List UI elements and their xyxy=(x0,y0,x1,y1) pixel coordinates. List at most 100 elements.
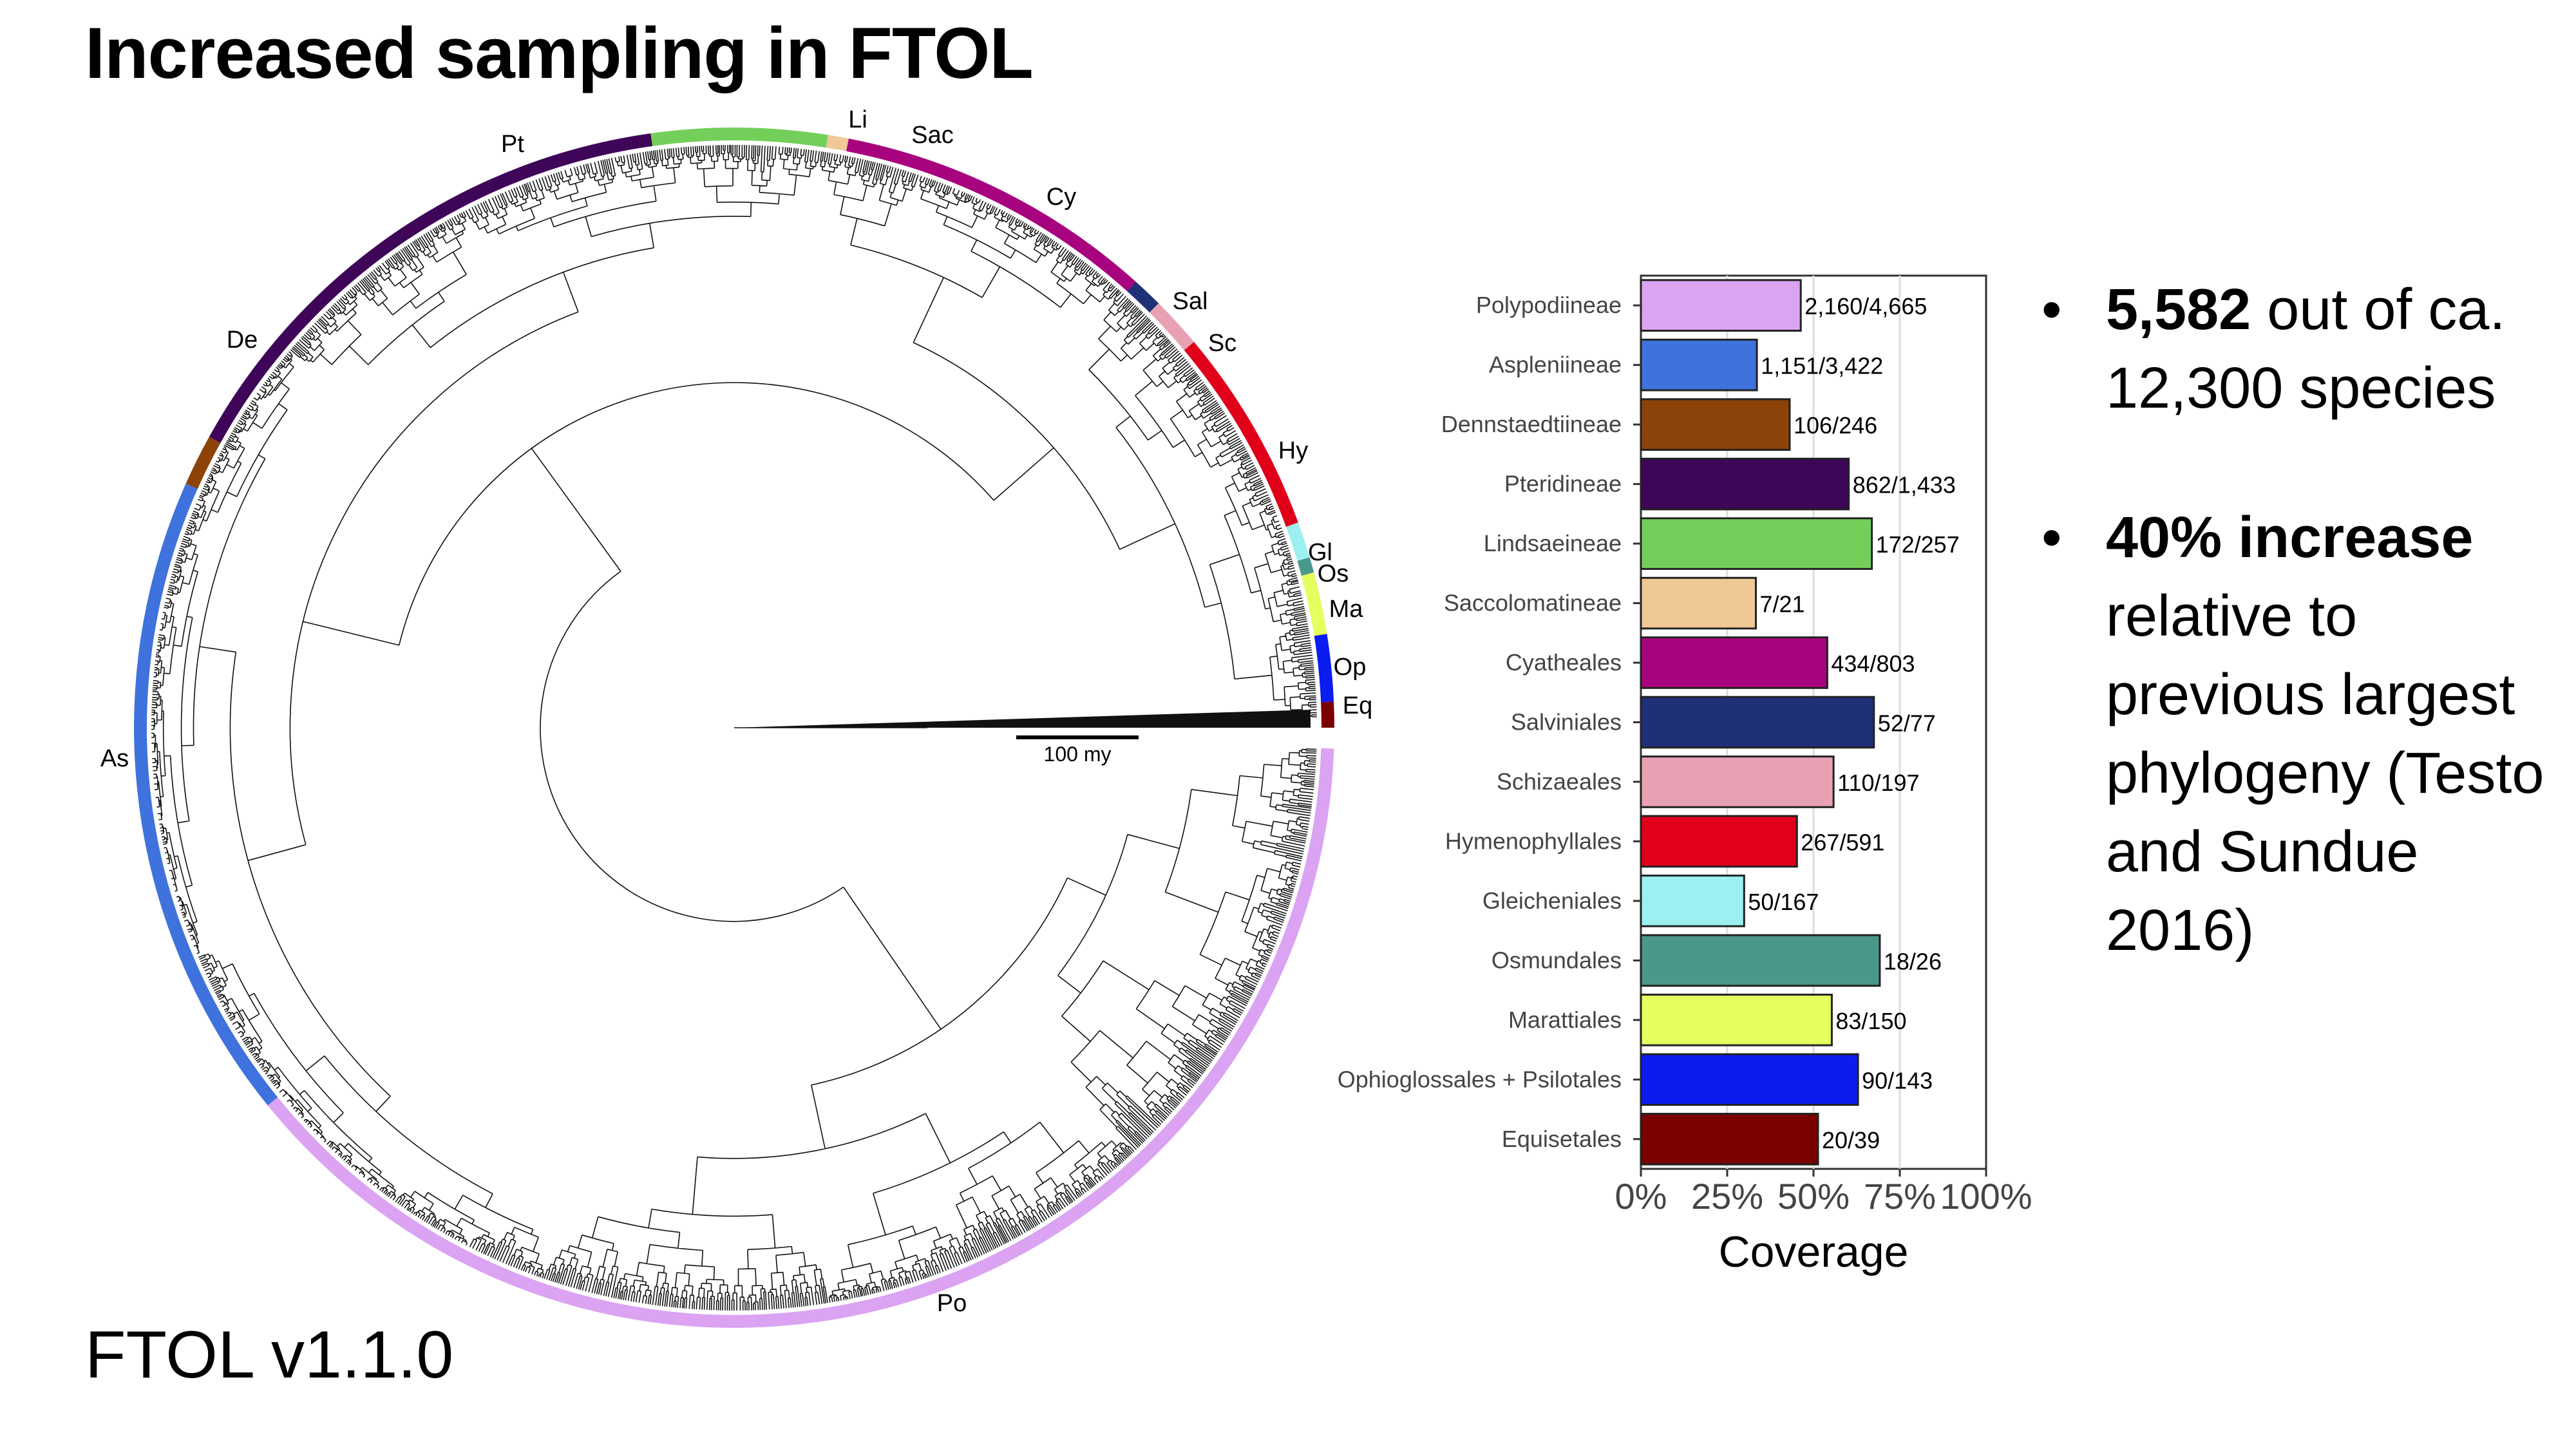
bar-value-label: 7/21 xyxy=(1760,591,1805,618)
category-label: Polypodiineae xyxy=(1476,292,1622,318)
category-label: Lindsaeineae xyxy=(1484,530,1622,556)
clade-ring-segment xyxy=(846,138,1136,292)
stem-bundle xyxy=(734,710,1311,728)
x-tick-label: 75% xyxy=(1864,1176,1936,1217)
bullet-marker: • xyxy=(2041,278,2062,342)
clade-label: Op xyxy=(1334,654,1367,681)
clade-label: Sc xyxy=(1208,330,1236,357)
clade-label: Os xyxy=(1318,560,1349,587)
bullet-increase: • 40% increase relative to previous larg… xyxy=(2041,498,2570,970)
bar-value-label: 110/197 xyxy=(1837,770,1919,796)
clade-label: Po xyxy=(937,1290,967,1317)
ftol-version: FTOL v1.1.0 xyxy=(85,1318,454,1392)
category-label: Salviniales xyxy=(1511,709,1622,735)
clade-ring-segment xyxy=(1149,303,1194,350)
clade-label: Cy xyxy=(1046,184,1076,211)
category-label: Saccolomatineae xyxy=(1444,590,1622,616)
category-label: Gleicheniales xyxy=(1482,887,1622,914)
x-tick-label: 25% xyxy=(1691,1176,1763,1217)
bar xyxy=(1640,934,1881,987)
category-label: Dennstaedtiineae xyxy=(1441,411,1622,437)
bullet-increase-bold: 40% increase xyxy=(2106,506,2474,570)
x-tick-label: 100% xyxy=(1940,1176,2032,1217)
bar xyxy=(1640,875,1745,927)
bar xyxy=(1640,1113,1819,1166)
bar xyxy=(1640,576,1757,630)
clade-ring-segment xyxy=(134,483,278,1106)
x-tick-label: 50% xyxy=(1777,1176,1850,1217)
bullet-marker: • xyxy=(2041,506,2062,570)
bar-value-label: 83/150 xyxy=(1835,1008,1906,1034)
bar-value-label: 106/246 xyxy=(1794,412,1877,439)
bar-value-label: 267/591 xyxy=(1801,829,1884,855)
bar xyxy=(1640,1053,1859,1106)
bar-value-label: 90/143 xyxy=(1862,1067,1933,1094)
clade-ring-segment xyxy=(267,748,1334,1328)
bar xyxy=(1640,398,1791,451)
bar xyxy=(1640,338,1758,392)
category-label: Schizaeales xyxy=(1497,768,1622,795)
clade-label: Sac xyxy=(911,122,953,149)
clade-label: Gl xyxy=(1308,539,1332,566)
bar-value-label: 18/26 xyxy=(1884,948,1942,974)
bar-value-label: 862/1,433 xyxy=(1853,472,1956,498)
bar xyxy=(1640,636,1828,689)
tree-branches xyxy=(151,144,1317,1311)
clade-label: De xyxy=(227,327,258,354)
bar-value-label: 1,151/3,422 xyxy=(1761,353,1883,379)
bar xyxy=(1640,517,1873,570)
clade-ring-segment xyxy=(209,133,653,443)
clade-ring-segment xyxy=(185,437,221,489)
clade-ring-segment xyxy=(1285,522,1310,561)
category-label: Hymenophyllales xyxy=(1445,828,1622,854)
clade-ring-segment xyxy=(1301,572,1327,636)
category-label: Equisetales xyxy=(1502,1126,1622,1152)
bullet-species-text: out of ca. 12,300 species xyxy=(2106,278,2506,421)
clade-ring-segment xyxy=(826,135,849,151)
clade-label: As xyxy=(100,745,129,772)
clade-label: Ma xyxy=(1329,596,1364,623)
bar xyxy=(1640,815,1798,868)
chart-bars: 2,160/4,665 1,151/3,422 106/246 862/1,433 17… xyxy=(1640,279,1960,1166)
clade-label: Sal xyxy=(1173,288,1208,315)
bar-value-label: 50/167 xyxy=(1748,889,1819,915)
clade-ring xyxy=(134,128,1334,1328)
category-label: Osmundales xyxy=(1492,947,1622,973)
bullet-species-bold: 5,582 xyxy=(2106,278,2251,342)
category-label: Pteridineae xyxy=(1504,471,1622,497)
category-label: Ophioglossales + Psilotales xyxy=(1338,1066,1622,1092)
bullet-species-count: • 5,582 out of ca. 12,300 species xyxy=(2041,270,2570,428)
clade-label: Eq xyxy=(1343,692,1372,719)
chart-axis: 0% 25% 50% 75% 100% Coverage Polypodiineae Aspl… xyxy=(1338,292,2032,1276)
clade-ring-segment xyxy=(1297,557,1314,576)
bar-value-label: 172/257 xyxy=(1876,531,1960,558)
clade-label: Hy xyxy=(1278,437,1308,464)
bar-value-label: 434/803 xyxy=(1831,650,1915,677)
clade-label: Li xyxy=(848,106,867,133)
clade-ring-segment xyxy=(1184,341,1298,527)
scale-bar-label: 100 my xyxy=(1044,743,1112,766)
bullet-increase-text: relative to previous largest phylogeny (… xyxy=(2106,584,2544,963)
clade-label: Pt xyxy=(501,131,524,158)
bar xyxy=(1640,696,1875,749)
clade-ring-segment xyxy=(650,128,828,148)
category-label: Marattiales xyxy=(1508,1007,1622,1033)
slide-title: Increased sampling in FTOL xyxy=(85,13,1034,93)
bar xyxy=(1640,755,1835,808)
bar xyxy=(1640,994,1833,1046)
category-label: Cyatheales xyxy=(1506,649,1622,676)
category-label: Aspleniineae xyxy=(1489,352,1622,378)
x-tick-label: 0% xyxy=(1615,1176,1667,1217)
bar xyxy=(1640,279,1802,332)
bullet-list: • 5,582 out of ca. 12,300 species • 40% … xyxy=(2041,270,2570,1041)
clade-ring-segment xyxy=(1127,281,1159,313)
bar-value-label: 52/77 xyxy=(1878,710,1936,737)
clade-ring-segment xyxy=(1321,701,1334,728)
clade-ring-segment xyxy=(1314,634,1334,703)
bar-value-label: 2,160/4,665 xyxy=(1804,293,1927,319)
bar-value-label: 20/39 xyxy=(1822,1127,1880,1153)
bar xyxy=(1640,457,1850,511)
